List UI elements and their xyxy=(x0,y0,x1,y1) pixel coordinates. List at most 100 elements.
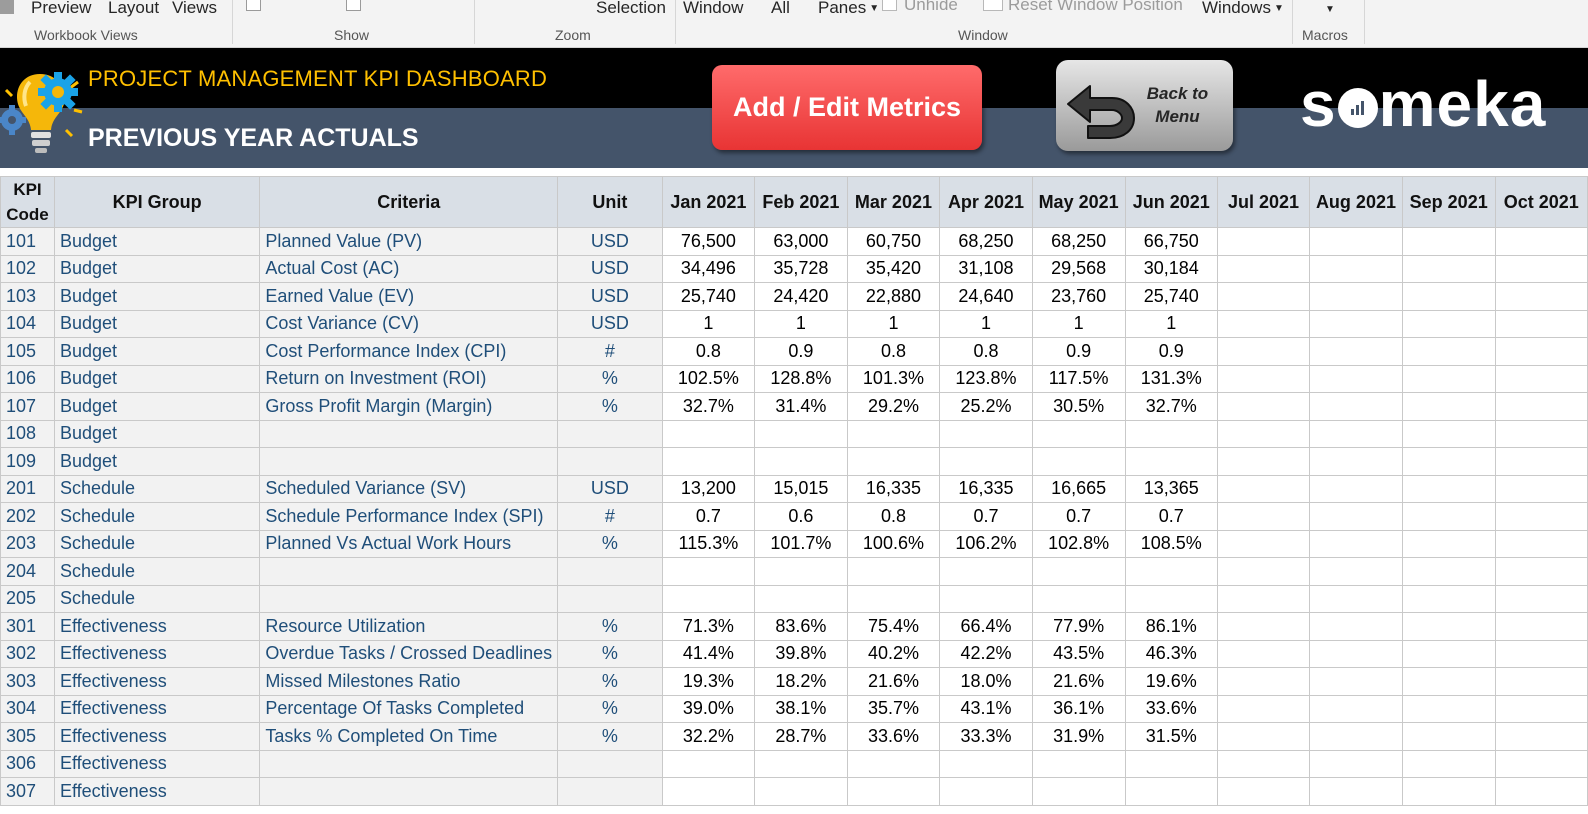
value-cell[interactable] xyxy=(754,447,848,476)
criteria-cell[interactable] xyxy=(259,749,559,778)
value-cell[interactable] xyxy=(1217,337,1311,366)
value-cell[interactable]: 102.8% xyxy=(1031,529,1126,558)
value-cell[interactable] xyxy=(1401,749,1496,778)
value-cell[interactable] xyxy=(1217,309,1311,338)
value-cell[interactable]: 38.1% xyxy=(754,694,848,723)
value-cell[interactable] xyxy=(1217,227,1311,256)
kpi-code-cell[interactable]: 303 xyxy=(0,667,55,696)
value-cell[interactable] xyxy=(1494,364,1588,393)
unit-cell[interactable]: % xyxy=(557,392,663,421)
kpi-code-cell[interactable]: 203 xyxy=(0,529,55,558)
value-cell[interactable]: 35.7% xyxy=(846,694,941,723)
column-header-month[interactable]: Sep 2021 xyxy=(1401,176,1496,228)
unit-cell[interactable] xyxy=(557,777,663,806)
value-cell[interactable] xyxy=(1031,557,1126,586)
value-cell[interactable] xyxy=(1494,392,1588,421)
value-cell[interactable] xyxy=(1494,584,1588,613)
value-cell[interactable]: 33.6% xyxy=(1124,694,1219,723)
value-cell[interactable] xyxy=(939,749,1033,778)
value-cell[interactable]: 68,250 xyxy=(1031,227,1126,256)
value-cell[interactable] xyxy=(1217,694,1311,723)
criteria-cell[interactable]: Missed Milestones Ratio xyxy=(259,667,559,696)
kpi-code-cell[interactable]: 305 xyxy=(0,722,55,751)
value-cell[interactable]: 0.7 xyxy=(939,502,1033,531)
value-cell[interactable] xyxy=(661,777,756,806)
kpi-code-cell[interactable]: 108 xyxy=(0,419,55,448)
value-cell[interactable]: 1 xyxy=(661,309,756,338)
kpi-group-cell[interactable]: Schedule xyxy=(53,529,261,558)
unit-cell[interactable] xyxy=(557,419,663,448)
value-cell[interactable]: 131.3% xyxy=(1124,364,1219,393)
value-cell[interactable]: 71.3% xyxy=(661,612,756,641)
unit-cell[interactable]: % xyxy=(557,667,663,696)
value-cell[interactable] xyxy=(1401,557,1496,586)
criteria-cell[interactable] xyxy=(259,584,559,613)
value-cell[interactable]: 29.2% xyxy=(846,392,941,421)
value-cell[interactable] xyxy=(939,584,1033,613)
kpi-group-cell[interactable]: Budget xyxy=(53,227,261,256)
back-to-menu-button[interactable]: Back to Menu xyxy=(1056,60,1233,151)
value-cell[interactable] xyxy=(1401,667,1496,696)
value-cell[interactable] xyxy=(846,557,941,586)
value-cell[interactable] xyxy=(1494,227,1588,256)
value-cell[interactable] xyxy=(1309,502,1403,531)
value-cell[interactable] xyxy=(1494,557,1588,586)
value-cell[interactable] xyxy=(754,419,848,448)
value-cell[interactable] xyxy=(754,749,848,778)
value-cell[interactable]: 101.3% xyxy=(846,364,941,393)
value-cell[interactable]: 0.9 xyxy=(1031,337,1126,366)
value-cell[interactable] xyxy=(1309,749,1403,778)
kpi-group-cell[interactable]: Budget xyxy=(53,392,261,421)
value-cell[interactable] xyxy=(939,419,1033,448)
unit-cell[interactable]: USD xyxy=(557,474,663,503)
value-cell[interactable]: 0.9 xyxy=(1124,337,1219,366)
criteria-cell[interactable]: Earned Value (EV) xyxy=(259,282,559,311)
value-cell[interactable]: 75.4% xyxy=(846,612,941,641)
criteria-cell[interactable]: Scheduled Variance (SV) xyxy=(259,474,559,503)
kpi-code-cell[interactable]: 103 xyxy=(0,282,55,311)
kpi-group-cell[interactable]: Budget xyxy=(53,364,261,393)
criteria-cell[interactable]: Planned Vs Actual Work Hours xyxy=(259,529,559,558)
value-cell[interactable]: 24,420 xyxy=(754,282,848,311)
value-cell[interactable] xyxy=(1494,254,1588,283)
value-cell[interactable]: 31.4% xyxy=(754,392,848,421)
value-cell[interactable]: 13,365 xyxy=(1124,474,1219,503)
value-cell[interactable]: 32.7% xyxy=(661,392,756,421)
criteria-cell[interactable]: Schedule Performance Index (SPI) xyxy=(259,502,559,531)
value-cell[interactable]: 1 xyxy=(939,309,1033,338)
value-cell[interactable] xyxy=(1494,282,1588,311)
kpi-group-cell[interactable]: Effectiveness xyxy=(53,612,261,641)
unit-cell[interactable]: USD xyxy=(557,282,663,311)
kpi-group-cell[interactable]: Budget xyxy=(53,337,261,366)
kpi-code-cell[interactable]: 107 xyxy=(0,392,55,421)
column-header-month[interactable]: May 2021 xyxy=(1031,176,1126,228)
value-cell[interactable]: 42.2% xyxy=(939,639,1033,668)
kpi-code-cell[interactable]: 102 xyxy=(0,254,55,283)
value-cell[interactable]: 117.5% xyxy=(1031,364,1126,393)
value-cell[interactable] xyxy=(1309,667,1403,696)
value-cell[interactable] xyxy=(1401,419,1496,448)
ribbon-arrange-all-button[interactable]: All xyxy=(771,0,790,17)
gridlines-checkbox[interactable] xyxy=(346,0,361,11)
criteria-cell[interactable] xyxy=(259,419,559,448)
value-cell[interactable]: 29,568 xyxy=(1031,254,1126,283)
value-cell[interactable] xyxy=(846,749,941,778)
value-cell[interactable]: 31.5% xyxy=(1124,722,1219,751)
column-header-month[interactable]: Aug 2021 xyxy=(1309,176,1403,228)
value-cell[interactable]: 25,740 xyxy=(1124,282,1219,311)
value-cell[interactable]: 66.4% xyxy=(939,612,1033,641)
kpi-code-cell[interactable]: 109 xyxy=(0,447,55,476)
value-cell[interactable]: 21.6% xyxy=(1031,667,1126,696)
value-cell[interactable] xyxy=(1124,447,1219,476)
value-cell[interactable] xyxy=(661,584,756,613)
value-cell[interactable] xyxy=(846,584,941,613)
unit-cell[interactable]: # xyxy=(557,337,663,366)
value-cell[interactable] xyxy=(1031,447,1126,476)
value-cell[interactable] xyxy=(1309,529,1403,558)
value-cell[interactable]: 0.8 xyxy=(846,337,941,366)
column-header-kpi-group[interactable]: KPI Group xyxy=(53,176,261,228)
value-cell[interactable]: 33.6% xyxy=(846,722,941,751)
value-cell[interactable] xyxy=(754,584,848,613)
value-cell[interactable] xyxy=(1401,502,1496,531)
value-cell[interactable]: 46.3% xyxy=(1124,639,1219,668)
